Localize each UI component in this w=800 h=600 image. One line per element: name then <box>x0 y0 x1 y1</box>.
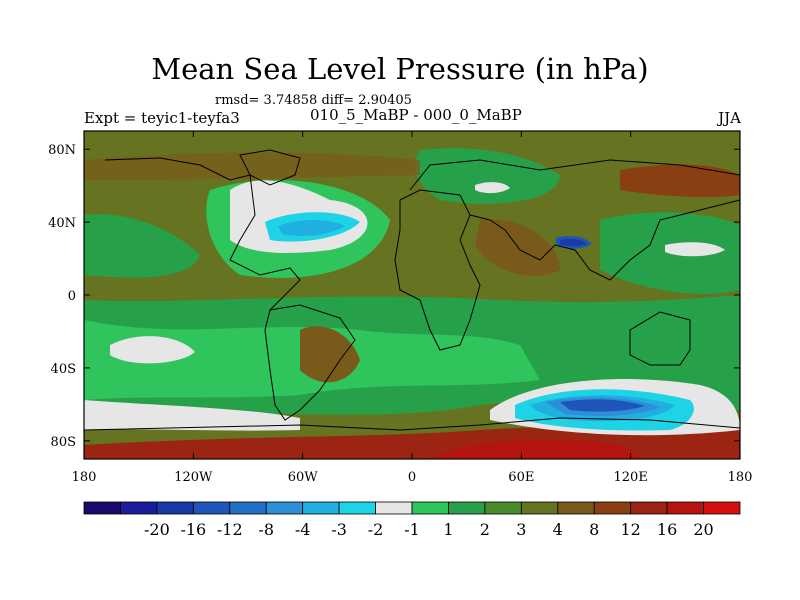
antarctica-coast <box>84 417 740 431</box>
colorbar-label: 16 <box>657 520 677 539</box>
indian-ocean-dark-blue <box>560 399 645 412</box>
y-tick-label: 40N <box>48 216 76 231</box>
colorbar-swatch <box>83 501 121 515</box>
pacific-green <box>84 214 200 278</box>
antarctic-deep-red <box>430 439 640 459</box>
colorbar-swatch <box>520 501 559 515</box>
colorbar-swatch <box>338 501 376 515</box>
colorbar-swatch <box>265 501 304 515</box>
colorbar-label: -12 <box>217 520 243 539</box>
weddell-white <box>84 400 300 431</box>
australia-coast <box>629 311 691 366</box>
south-america-brown <box>300 326 360 383</box>
x-axis: 180 120W 60W 0 60E 120E 180 <box>72 131 753 485</box>
season-label: JJA <box>718 109 741 127</box>
colorbar-label: -16 <box>180 520 206 539</box>
south-pacific-white <box>110 336 195 364</box>
pressure-field <box>84 131 740 459</box>
greenland-coast <box>239 149 301 186</box>
africa-coast <box>394 189 481 351</box>
experiment-label: Expt = teyic1-teyfa3 <box>84 109 240 127</box>
y-tick-label: 80N <box>48 143 76 158</box>
colorbar-label: 3 <box>516 520 526 539</box>
colorbar-label: -20 <box>144 520 170 539</box>
colorbar-swatch <box>630 501 668 515</box>
y-tick-label: 40S <box>51 362 76 377</box>
europe-green <box>415 148 560 204</box>
y-tick-label: 80S <box>51 435 76 450</box>
colorbar-label: -8 <box>258 520 274 539</box>
atlantic-blue <box>278 220 345 236</box>
north-america-coast <box>104 157 301 311</box>
east-siberia-red <box>620 164 740 198</box>
colorbar-label: 20 <box>693 520 713 539</box>
colorbar-swatch <box>666 501 704 515</box>
colorbar-label: 4 <box>553 520 563 539</box>
colorbar-swatch <box>302 501 340 515</box>
colorbar-label: -2 <box>368 520 384 539</box>
x-tick-label: 60E <box>508 470 534 485</box>
coastlines <box>84 149 740 431</box>
x-tick-label: 120E <box>614 470 648 485</box>
colorbar-label: -3 <box>331 520 347 539</box>
colorbar-label: 1 <box>443 520 453 539</box>
colorbar-label: 12 <box>620 520 640 539</box>
colorbar-label: -1 <box>404 520 420 539</box>
colorbar-label: -4 <box>295 520 311 539</box>
arabia-brown <box>475 219 560 276</box>
pacific-white-patch <box>665 242 725 257</box>
y-axis: 80N 40N 0 40S 80S <box>48 143 740 450</box>
colorbar-swatch <box>557 501 595 515</box>
period-label: 010_5_MaBP - 000_0_MaBP <box>310 106 522 124</box>
caspian-white <box>475 182 510 194</box>
x-tick-label: 180 <box>728 470 753 485</box>
colorbar-swatch <box>593 501 632 515</box>
y-tick-label: 0 <box>68 289 76 304</box>
colorbar-swatch <box>156 501 194 515</box>
tibet-deepest-blue <box>560 239 587 247</box>
colorbar: -20 -16 -12 -8 -4 -3 -2 -1 1 2 3 4 8 12 16 20 <box>83 501 741 539</box>
colorbar-swatch <box>192 501 231 515</box>
colorbar-swatch <box>484 501 522 515</box>
eurasia-coast <box>409 159 740 281</box>
x-tick-label: 60W <box>288 470 319 485</box>
colorbar-label: 2 <box>480 520 490 539</box>
x-tick-label: 120W <box>174 470 213 485</box>
colorbar-swatch <box>703 501 741 515</box>
colorbar-swatch <box>448 501 486 515</box>
x-tick-label: 180 <box>72 470 97 485</box>
map-title: Mean Sea Level Pressure (in hPa) <box>151 52 649 86</box>
colorbar-swatch <box>120 501 158 515</box>
x-tick-label: 0 <box>408 470 416 485</box>
stats-text: rmsd= 3.74858 diff= 2.90405 <box>215 93 412 108</box>
south-america-coast <box>264 304 356 421</box>
colorbar-label: 8 <box>589 520 599 539</box>
colorbar-swatch <box>229 501 267 515</box>
colorbar-swatch <box>375 501 413 515</box>
colorbar-swatch <box>411 501 449 515</box>
